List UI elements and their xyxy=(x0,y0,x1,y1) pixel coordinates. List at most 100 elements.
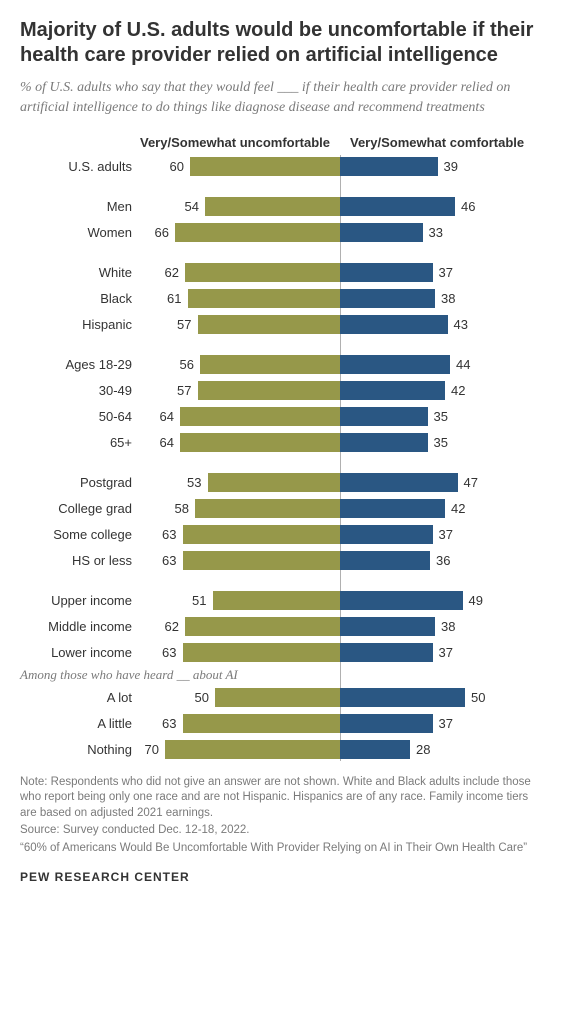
footnote: Note: Respondents who did not give an an… xyxy=(20,775,542,822)
bar-uncomfortable xyxy=(175,223,340,242)
value-comfortable: 37 xyxy=(433,643,453,662)
bar-comfortable xyxy=(340,263,433,282)
value-comfortable: 39 xyxy=(438,157,458,176)
value-uncomfortable: 63 xyxy=(153,714,183,733)
bar-comfortable xyxy=(340,525,433,544)
row-label: Upper income xyxy=(20,593,140,608)
bar-comfortable xyxy=(340,551,430,570)
row-label: HS or less xyxy=(20,553,140,568)
chart-row: Hispanic 57 43 xyxy=(20,313,542,336)
value-comfortable: 50 xyxy=(465,688,485,707)
bar-uncomfortable xyxy=(200,355,340,374)
chart-row: White6237 xyxy=(20,261,542,284)
value-uncomfortable: 53 xyxy=(178,473,208,492)
report-line: “60% of Americans Would Be Uncomfortable… xyxy=(20,841,542,857)
value-comfortable: 44 xyxy=(450,355,470,374)
value-uncomfortable: 58 xyxy=(165,499,195,518)
row-label: Postgrad xyxy=(20,475,140,490)
chart-row: Ages 18-295644 xyxy=(20,353,542,376)
value-uncomfortable: 63 xyxy=(153,551,183,570)
bar-uncomfortable xyxy=(188,289,341,308)
row-label: Women xyxy=(20,225,140,240)
value-uncomfortable: 64 xyxy=(150,407,180,426)
chart-row: 30-495742 xyxy=(20,379,542,402)
bar-uncomfortable xyxy=(183,551,341,570)
value-comfortable: 35 xyxy=(428,407,448,426)
row-label: Black xyxy=(20,291,140,306)
chart-row: 65+6435 xyxy=(20,431,542,454)
org-logo: PEW RESEARCH CENTER xyxy=(20,870,542,884)
bar-uncomfortable xyxy=(185,617,340,636)
row-label: Nothing xyxy=(20,742,140,757)
value-uncomfortable: 63 xyxy=(153,643,183,662)
row-label: 50-64 xyxy=(20,409,140,424)
bar-comfortable xyxy=(340,499,445,518)
bar-uncomfortable xyxy=(213,591,341,610)
bar-comfortable xyxy=(340,617,435,636)
chart-row: Some college6337 xyxy=(20,523,542,546)
bar-comfortable xyxy=(340,740,410,759)
value-uncomfortable: 51 xyxy=(183,591,213,610)
bar-comfortable xyxy=(340,289,435,308)
bar-uncomfortable xyxy=(208,473,341,492)
chart-row: Postgrad5347 xyxy=(20,471,542,494)
chart-row: 50-64 64 35 xyxy=(20,405,542,428)
bar-comfortable xyxy=(340,223,423,242)
bar-uncomfortable xyxy=(198,381,341,400)
row-label: U.S. adults xyxy=(20,159,140,174)
value-comfortable: 38 xyxy=(435,289,455,308)
value-uncomfortable: 56 xyxy=(170,355,200,374)
value-comfortable: 36 xyxy=(430,551,450,570)
value-uncomfortable: 60 xyxy=(160,157,190,176)
bar-comfortable xyxy=(340,315,448,334)
value-uncomfortable: 64 xyxy=(150,433,180,452)
header-uncomfortable: Very/Somewhat uncomfortable xyxy=(140,135,340,151)
chart-row: Upper income5149 xyxy=(20,589,542,612)
column-headers: Very/Somewhat uncomfortable Very/Somewha… xyxy=(20,135,542,151)
bar-comfortable xyxy=(340,714,433,733)
row-label: Men xyxy=(20,199,140,214)
chart-row: Middle income6238 xyxy=(20,615,542,638)
bar-comfortable xyxy=(340,433,428,452)
value-uncomfortable: 66 xyxy=(145,223,175,242)
value-uncomfortable: 61 xyxy=(158,289,188,308)
chart-row: HS or less 63 36 xyxy=(20,549,542,572)
bar-comfortable xyxy=(340,407,428,426)
row-label: 30-49 xyxy=(20,383,140,398)
section-label: Among those who have heard __ about AI xyxy=(20,667,542,683)
bar-uncomfortable xyxy=(183,643,341,662)
row-label: Middle income xyxy=(20,619,140,634)
value-uncomfortable: 57 xyxy=(168,315,198,334)
chart-row: Black 61 38 xyxy=(20,287,542,310)
bar-comfortable xyxy=(340,381,445,400)
value-uncomfortable: 50 xyxy=(185,688,215,707)
value-uncomfortable: 63 xyxy=(153,525,183,544)
value-comfortable: 38 xyxy=(435,617,455,636)
source-line: Source: Survey conducted Dec. 12-18, 202… xyxy=(20,823,542,839)
value-uncomfortable: 54 xyxy=(175,197,205,216)
chart-row: Men5446 xyxy=(20,195,542,218)
chart-container: Very/Somewhat uncomfortable Very/Somewha… xyxy=(20,135,542,761)
row-label: Hispanic xyxy=(20,317,140,332)
chart-row: College grad5842 xyxy=(20,497,542,520)
bar-comfortable xyxy=(340,643,433,662)
value-comfortable: 28 xyxy=(410,740,430,759)
row-label: A lot xyxy=(20,690,140,705)
chart-title: Majority of U.S. adults would be uncomfo… xyxy=(20,18,542,68)
bar-comfortable xyxy=(340,473,458,492)
chart-row: Nothing7028 xyxy=(20,738,542,761)
chart-subtitle: % of U.S. adults who say that they would… xyxy=(20,78,542,117)
bar-uncomfortable xyxy=(215,688,340,707)
value-comfortable: 43 xyxy=(448,315,468,334)
chart-rows: U.S. adults6039Men5446Women6633White6237… xyxy=(20,155,542,761)
chart-row: A lot 50 50 xyxy=(20,686,542,709)
bar-comfortable xyxy=(340,591,463,610)
bar-comfortable xyxy=(340,688,465,707)
value-comfortable: 35 xyxy=(428,433,448,452)
row-label: Some college xyxy=(20,527,140,542)
bar-uncomfortable xyxy=(180,433,340,452)
value-comfortable: 33 xyxy=(423,223,443,242)
chart-row: A little6337 xyxy=(20,712,542,735)
chart-row: Women 66 33 xyxy=(20,221,542,244)
chart-row: Lower income6337 xyxy=(20,641,542,664)
